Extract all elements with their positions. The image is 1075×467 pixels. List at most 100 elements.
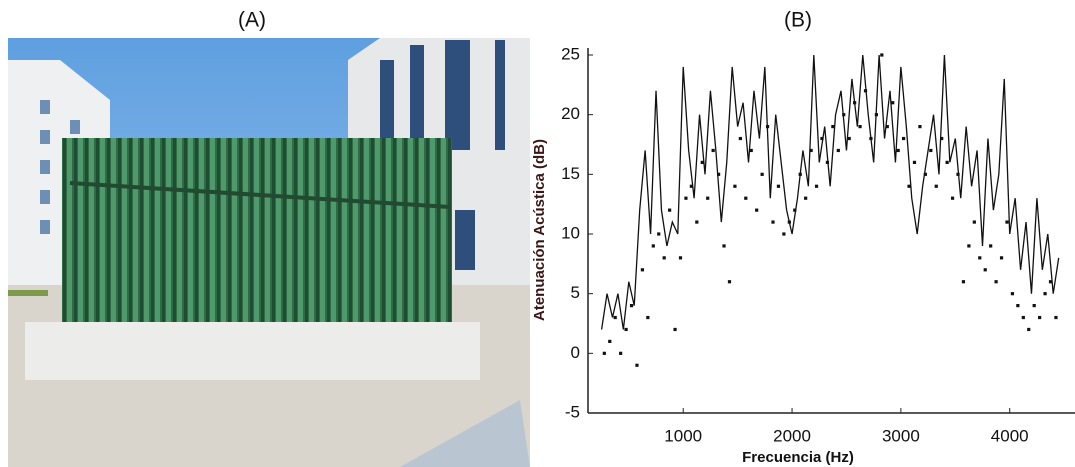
data-point — [858, 125, 862, 129]
data-point — [809, 148, 813, 153]
data-point — [733, 184, 737, 188]
data-point — [896, 148, 900, 153]
data-point — [662, 256, 666, 260]
data-point — [684, 196, 688, 200]
data-point — [869, 136, 873, 141]
data-point — [1043, 292, 1047, 296]
x-tick-label: 2000 — [773, 426, 811, 445]
data-point — [602, 351, 606, 355]
data-point — [711, 148, 715, 153]
data-point — [994, 280, 998, 284]
data-point — [880, 53, 884, 57]
data-point — [651, 244, 655, 248]
data-point — [624, 327, 628, 332]
data-point — [635, 363, 639, 367]
data-point — [950, 196, 955, 200]
data-point — [967, 244, 971, 248]
data-point — [956, 172, 960, 176]
y-tick-label: 5 — [571, 283, 580, 302]
data-point — [646, 315, 650, 320]
data-point — [907, 184, 911, 188]
data-point — [700, 160, 704, 164]
data-point — [972, 220, 976, 224]
data-point — [1054, 315, 1058, 320]
y-tick-label: 25 — [561, 44, 580, 63]
data-point — [629, 304, 634, 308]
data-point — [1048, 280, 1053, 284]
data-point — [989, 244, 993, 248]
data-point — [891, 101, 895, 105]
photo — [8, 38, 530, 467]
data-point — [814, 184, 819, 188]
data-point — [765, 125, 770, 129]
data-point — [825, 160, 830, 164]
data-point — [716, 172, 721, 176]
data-point — [619, 351, 623, 355]
data-line — [600, 54, 1060, 330]
data-point — [798, 172, 802, 176]
data-point — [771, 220, 775, 224]
data-point — [668, 208, 672, 212]
y-tick-label: 20 — [561, 104, 580, 123]
data-point — [613, 315, 617, 320]
x-tick-label: 1000 — [664, 426, 702, 445]
data-point — [1027, 327, 1031, 332]
data-point — [657, 232, 661, 236]
data-point — [831, 125, 835, 129]
data-point — [760, 172, 764, 176]
data-point — [695, 220, 699, 224]
data-point — [842, 113, 846, 117]
data-point — [912, 160, 917, 164]
panel-label: (A) — [238, 9, 266, 32]
data-point — [804, 196, 808, 200]
data-point — [863, 89, 868, 93]
data-point — [983, 268, 987, 272]
data-point — [1005, 220, 1009, 224]
data-point — [934, 184, 938, 188]
data-point — [640, 268, 645, 272]
data-point — [847, 136, 851, 141]
data-point — [874, 113, 878, 117]
data-point — [727, 280, 732, 284]
data-point — [945, 160, 949, 164]
data-point — [689, 184, 693, 188]
data-point — [776, 184, 781, 188]
x-axis-label: Frecuencia (Hz) — [742, 449, 854, 466]
data-point — [678, 256, 683, 260]
data-point — [706, 196, 710, 200]
data-point — [749, 148, 753, 153]
data-point — [853, 101, 857, 105]
data-point — [1016, 304, 1020, 308]
data-point — [820, 136, 824, 141]
y-tick-label: 0 — [571, 343, 580, 362]
data-point — [923, 172, 927, 176]
y-tick-label: 15 — [561, 164, 580, 183]
x-tick-label: 4000 — [991, 426, 1029, 445]
data-point — [918, 125, 922, 129]
data-point — [744, 196, 748, 200]
data-point — [901, 136, 906, 141]
data-point — [673, 327, 677, 332]
data-point — [1032, 304, 1036, 308]
y-axis-label: Atenuación Acústica (dB) — [531, 139, 548, 321]
chart-title: (B) — [784, 9, 812, 32]
data-point — [885, 125, 889, 129]
data-point — [836, 148, 840, 153]
data-point — [755, 208, 759, 212]
data-point — [793, 208, 797, 212]
data-point — [1021, 315, 1025, 320]
data-point — [929, 148, 933, 153]
data-point — [1010, 292, 1015, 296]
data-point — [1038, 315, 1042, 320]
data-point — [978, 256, 982, 260]
data-point — [738, 136, 742, 141]
y-tick-label: 10 — [561, 223, 580, 242]
data-point — [940, 136, 944, 141]
y-tick-label: -5 — [565, 402, 580, 421]
data-point — [999, 256, 1004, 260]
data-point — [722, 244, 726, 248]
data-point — [961, 280, 966, 284]
x-tick-label: 3000 — [882, 426, 920, 445]
data-point — [787, 220, 791, 224]
